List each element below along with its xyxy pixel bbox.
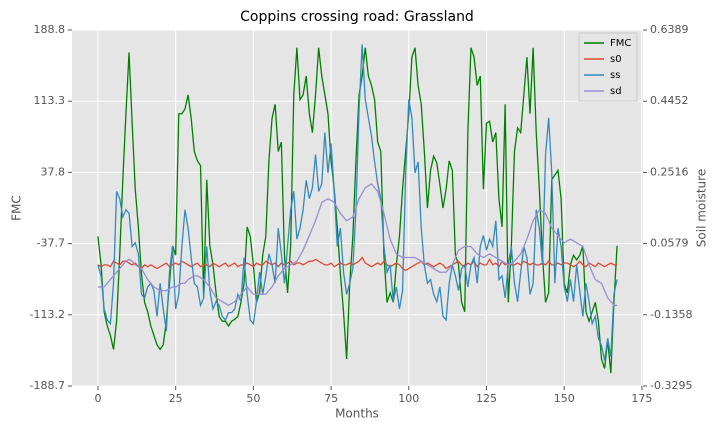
- y2-tick-label: 0.4452: [650, 94, 689, 107]
- y2-tick-label: 0.6389: [650, 23, 689, 36]
- legend-label: s0: [610, 54, 622, 65]
- series-line: [97, 44, 618, 361]
- y2-axis-label: Soil moisture: [695, 169, 709, 247]
- y-tick-label: -37.7: [37, 237, 65, 250]
- x-tick-label: 125: [476, 392, 497, 405]
- y-axis-label: FMC: [10, 195, 24, 221]
- y-tick-label: 188.8: [34, 23, 66, 36]
- y-tick-label: 37.8: [41, 165, 66, 178]
- y-tick-label: -188.7: [30, 379, 65, 392]
- x-axis-label: Months: [335, 407, 379, 421]
- y2-tick-label: -0.1358: [650, 308, 692, 321]
- y-tick-label: 113.3: [34, 94, 66, 107]
- x-tick-label: 150: [554, 392, 575, 405]
- series-line: [97, 183, 618, 307]
- chart-title: Coppins crossing road: Grassland: [240, 9, 474, 25]
- x-tick-label: 25: [169, 392, 183, 405]
- legend-box: [578, 32, 638, 102]
- legend-label: ss: [610, 70, 620, 81]
- x-tick-label: 175: [631, 392, 652, 405]
- series-line: [97, 47, 618, 374]
- series-line: [97, 256, 618, 272]
- y2-tick-label: 0.0579: [650, 237, 689, 250]
- plot-area: [72, 30, 643, 386]
- legend-label: FMC: [610, 38, 631, 49]
- x-tick-label: 50: [246, 392, 260, 405]
- x-tick-label: 0: [94, 392, 101, 405]
- y2-tick-label: 0.2516: [650, 165, 689, 178]
- x-tick-label: 100: [398, 392, 419, 405]
- x-tick-label: 75: [324, 392, 338, 405]
- y-tick-label: -113.2: [30, 308, 65, 321]
- legend-label: sd: [610, 86, 622, 97]
- y2-tick-label: -0.3295: [650, 379, 692, 392]
